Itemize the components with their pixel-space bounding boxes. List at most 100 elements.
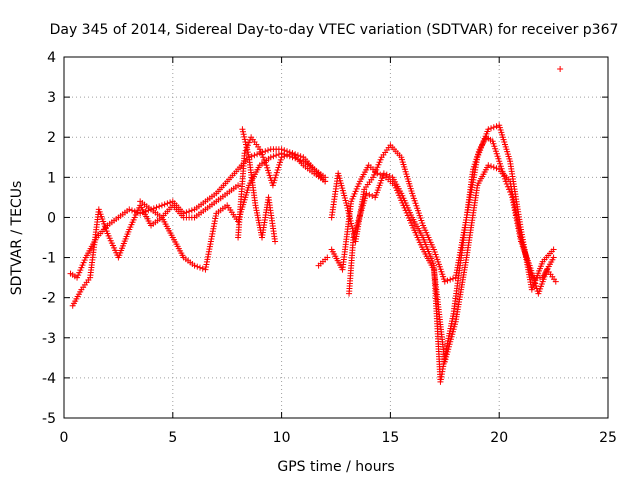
data-point-interp [527, 265, 534, 272]
data-point-interp [277, 156, 284, 163]
data-point [363, 190, 370, 197]
data-point-interp [492, 148, 499, 155]
data-point-interp [265, 167, 271, 174]
data-point-interp [188, 207, 195, 214]
data-point-interp [251, 152, 258, 159]
data-point-interp [273, 169, 280, 176]
y-tick-label: -3 [42, 331, 56, 347]
data-point-interp [371, 171, 378, 178]
data-point-interp [513, 217, 520, 224]
y-tick-label: -1 [42, 251, 56, 267]
data-point-interp [499, 168, 506, 175]
data-point-interp [366, 191, 373, 198]
x-tick-label: 10 [273, 430, 291, 446]
data-point-interp [273, 152, 280, 159]
data-point-interp [248, 153, 255, 160]
data-point-interp [350, 193, 357, 200]
data-point-interp [511, 204, 518, 211]
data-point-interp [129, 207, 135, 214]
data-point [278, 154, 285, 161]
data-point-interp [374, 164, 381, 171]
data-point-interp [386, 172, 393, 179]
data-point-interp [514, 220, 521, 227]
data-point-interp [284, 152, 291, 159]
data-point-interp [241, 136, 248, 143]
data-point-interp [449, 275, 456, 282]
data-point [509, 194, 516, 201]
data-point-interp [408, 219, 415, 226]
data-point-interp [270, 153, 277, 160]
data-point-interp [275, 164, 282, 171]
data-point-interp [507, 189, 514, 196]
data-point [470, 166, 477, 173]
data-point [485, 126, 492, 133]
data-point-interp [260, 154, 267, 161]
data-point-interp [242, 141, 249, 148]
data-point-interp [275, 151, 282, 158]
data-point-interp [240, 128, 247, 135]
data-point-interp [156, 203, 163, 210]
data-point-interp [488, 163, 495, 170]
axis-ticks: 0 5 10 15 20 25 -5 -4 -3 -2 -1 0 1 2 3 4 [42, 50, 617, 446]
data-point-interp [81, 257, 88, 264]
data-point-interp [271, 177, 278, 184]
data-point [485, 162, 492, 169]
data-point-interp [490, 124, 497, 131]
data-point [526, 262, 533, 269]
y-tick-label: 1 [47, 170, 56, 186]
data-point [380, 170, 387, 177]
x-tick-label: 25 [599, 430, 617, 446]
data-point-interp [508, 191, 515, 198]
data-point [241, 150, 248, 157]
x-axis-title: GPS time / hours [277, 459, 394, 475]
y-tick-label: 3 [47, 90, 56, 106]
data-point-interp [450, 326, 457, 333]
data-point-interp [406, 217, 413, 224]
data-point-interp [264, 164, 271, 171]
data-point-interp [276, 161, 283, 168]
data-point-interp [257, 148, 264, 155]
data-point-interp [504, 183, 511, 190]
data-point-interp [531, 277, 538, 284]
data-point-interp [199, 265, 206, 272]
data-point-interp [272, 174, 279, 181]
data-point [191, 262, 198, 269]
data-point-interp [194, 263, 201, 270]
grid [64, 57, 608, 418]
data-point-interp [265, 147, 271, 154]
data-point-interp [240, 131, 247, 138]
data-point-interp [355, 180, 362, 187]
data-point-interp [512, 209, 519, 216]
data-point-interp [490, 140, 497, 147]
data-point-interp [76, 269, 83, 276]
data-point-interp [498, 165, 505, 172]
data-point-interp [490, 164, 497, 171]
data-point-interp [529, 272, 536, 279]
data-point-interp [475, 148, 482, 155]
data-point-interp [270, 179, 277, 186]
data-point-interp [79, 262, 86, 269]
data-point-interp [500, 170, 507, 177]
data-point-interp [494, 153, 501, 160]
y-tick-label: -5 [42, 411, 56, 427]
data-point-interp [505, 186, 512, 193]
data-point-interp [510, 202, 517, 209]
data-point-interp [512, 212, 519, 219]
data-point-interp [472, 158, 479, 165]
data-point-interp [80, 259, 87, 266]
data-point-interp [488, 125, 495, 132]
data-point-interp [344, 204, 351, 211]
data-point-interp [449, 331, 456, 338]
data-point [256, 146, 263, 153]
data-point-interp [78, 264, 85, 271]
data-point [324, 254, 331, 261]
plot-frame [63, 56, 609, 419]
data-point-interp [164, 200, 171, 207]
data-point [74, 274, 81, 281]
data-point [557, 66, 564, 73]
data-point-interp [277, 159, 284, 166]
data-point-interp [383, 171, 390, 178]
data-point-interp [186, 208, 193, 215]
data-point-interp [492, 145, 499, 152]
